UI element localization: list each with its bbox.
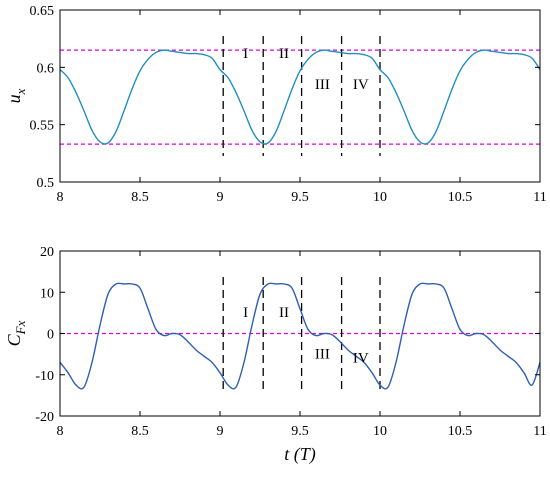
region-label: IV <box>353 77 369 93</box>
region-label: III <box>315 346 330 362</box>
region-label: III <box>315 77 330 93</box>
x-tick-label: 9 <box>217 190 224 205</box>
series-line <box>59 282 541 390</box>
region-label: IV <box>353 350 369 366</box>
x-tick-label: 10 <box>373 190 387 205</box>
y-tick-label: 0.65 <box>30 4 55 19</box>
region-label: I <box>243 46 248 62</box>
y-tick-label: 0.55 <box>30 119 55 134</box>
series-line <box>59 49 541 145</box>
y-tick-label: 0.5 <box>37 176 55 191</box>
x-tick-label: 8 <box>57 190 64 205</box>
x-axis-label: t (T) <box>284 444 316 465</box>
x-tick-label: 10 <box>373 424 387 439</box>
plot-area <box>60 10 540 182</box>
x-tick-label: 8.5 <box>131 424 149 439</box>
region-label: I <box>243 305 248 321</box>
x-tick-label: 9.5 <box>291 424 309 439</box>
y-tick-label: -10 <box>35 369 54 384</box>
x-tick-label: 9.5 <box>291 190 309 205</box>
region-label: II <box>279 305 289 321</box>
y-tick-label: 10 <box>40 286 54 301</box>
x-tick-label: 8 <box>57 424 64 439</box>
x-tick-label: 8.5 <box>131 190 149 205</box>
y-tick-label: 20 <box>40 245 54 260</box>
x-tick-label: 11 <box>533 424 546 439</box>
region-label: II <box>279 46 289 62</box>
y-tick-label: 0 <box>47 328 54 343</box>
y-axis-label: ux <box>4 88 28 103</box>
x-tick-label: 11 <box>533 190 546 205</box>
y-tick-label: 0.6 <box>37 61 55 76</box>
x-tick-label: 9 <box>217 424 224 439</box>
x-tick-label: 10.5 <box>448 424 473 439</box>
y-axis-label: CFx <box>4 320 28 346</box>
y-tick-label: -20 <box>35 410 54 425</box>
x-tick-label: 10.5 <box>448 190 473 205</box>
